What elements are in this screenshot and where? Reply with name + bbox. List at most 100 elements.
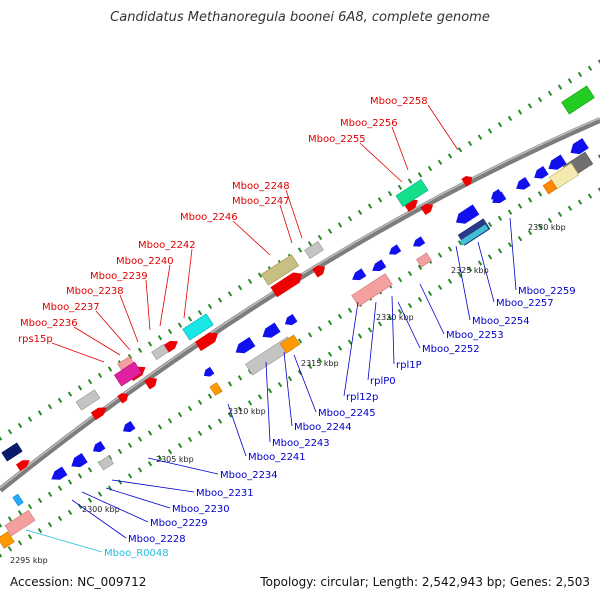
scale-dot — [127, 442, 133, 448]
scale-dot — [27, 534, 33, 540]
scale-dot — [387, 315, 393, 321]
gene-box — [12, 493, 24, 507]
reverse-gene — [548, 154, 567, 170]
gene-box — [113, 361, 143, 387]
gene-label: Mboo_2248 — [232, 181, 290, 192]
scale-tick-label: 2330 kbp — [528, 223, 566, 232]
scale-dot — [377, 321, 383, 327]
scale-dot — [417, 172, 423, 178]
reverse-gene — [71, 453, 88, 468]
gene-label: rpl1P — [396, 360, 422, 371]
scale-dot — [137, 467, 143, 473]
leader-line — [232, 220, 271, 256]
gene-label: rps15p — [18, 334, 53, 345]
scale-dot — [587, 65, 593, 71]
gene-label: Mboo_2247 — [232, 196, 290, 207]
gene-box — [209, 382, 223, 396]
scale-dot — [7, 516, 13, 522]
leader-line — [147, 457, 219, 475]
scale-dot — [377, 197, 383, 203]
gene-box — [151, 343, 169, 361]
scale-tick-label: 2295 kbp — [10, 556, 48, 565]
scale-dot — [487, 128, 493, 134]
scale-dot — [267, 388, 273, 394]
scale-dot — [347, 339, 353, 345]
reverse-gene — [352, 268, 367, 281]
scale-dot — [167, 418, 173, 424]
gene-label: Mboo_2240 — [116, 256, 174, 267]
scale-dot — [527, 103, 533, 109]
scale-dot — [337, 313, 343, 320]
reverse-gene — [570, 138, 589, 155]
scale-dot — [317, 234, 323, 241]
scale-dot — [277, 382, 283, 388]
gene-box — [182, 313, 214, 341]
scale-dot — [407, 302, 413, 309]
gene-label: rplP0 — [370, 376, 396, 387]
scale-dot — [147, 430, 153, 436]
scale-dot — [417, 296, 423, 303]
scale-dot — [447, 246, 453, 252]
leader-line — [183, 248, 193, 319]
leader-line — [397, 301, 421, 349]
scale-dot — [577, 71, 583, 78]
scale-dot — [237, 284, 243, 291]
forward-gene — [461, 175, 473, 187]
scale-dot — [87, 467, 93, 473]
scale-dot — [307, 363, 313, 370]
scale-dot — [117, 448, 123, 455]
leader-line — [71, 499, 127, 539]
scale-dot — [467, 266, 473, 272]
gene-label: Mboo_2253 — [446, 330, 504, 341]
gene-box — [98, 455, 114, 471]
scale-dot — [157, 335, 163, 341]
scale-dot — [97, 491, 103, 497]
scale-dot — [397, 184, 403, 190]
leader-line — [427, 104, 459, 151]
scale-dot — [437, 159, 443, 165]
scale-dot — [517, 236, 523, 242]
scale-dot — [567, 78, 573, 84]
scale-dot — [247, 400, 253, 406]
scale-dot — [367, 327, 373, 333]
scale-dot — [467, 140, 473, 147]
scale-dot — [197, 430, 203, 436]
scale-dot — [17, 510, 23, 516]
scale-dot — [457, 272, 463, 278]
leader-line — [95, 310, 131, 351]
scale-dot — [77, 473, 83, 479]
leader-line — [359, 142, 403, 183]
gene-box — [1, 442, 23, 462]
scale-dot — [137, 347, 143, 353]
leader-line — [227, 403, 247, 457]
gene-label: Mboo_2237 — [42, 302, 100, 313]
leader-line — [111, 479, 195, 493]
scale-dot — [347, 216, 353, 222]
scale-tick-label: 2300 kbp — [82, 505, 120, 514]
scale-dot — [87, 497, 93, 503]
forward-gene — [90, 407, 107, 421]
gene-features — [0, 85, 595, 549]
scale-dot — [207, 303, 213, 310]
scale-dot — [237, 375, 243, 381]
scale-dot — [497, 215, 503, 221]
reverse-gene — [412, 236, 426, 247]
scale-dot — [0, 522, 3, 528]
scale-dot — [397, 277, 403, 283]
gene-box — [459, 224, 489, 246]
scale-dot — [87, 378, 93, 385]
scale-dot — [257, 272, 263, 278]
gene-label: Mboo_2244 — [294, 422, 352, 433]
scale-dot — [367, 203, 373, 209]
scale-dot — [297, 247, 303, 253]
scale-tick-label: 2310 kbp — [228, 407, 266, 416]
scale-tick-label: 2320 kbp — [376, 313, 414, 322]
leader-line — [25, 529, 103, 553]
reverse-gene — [235, 336, 256, 354]
scale-dot — [157, 455, 163, 461]
scale-dot — [0, 552, 3, 558]
scale-dot — [7, 429, 13, 435]
scale-dot — [427, 165, 433, 172]
leader-line — [343, 301, 359, 397]
